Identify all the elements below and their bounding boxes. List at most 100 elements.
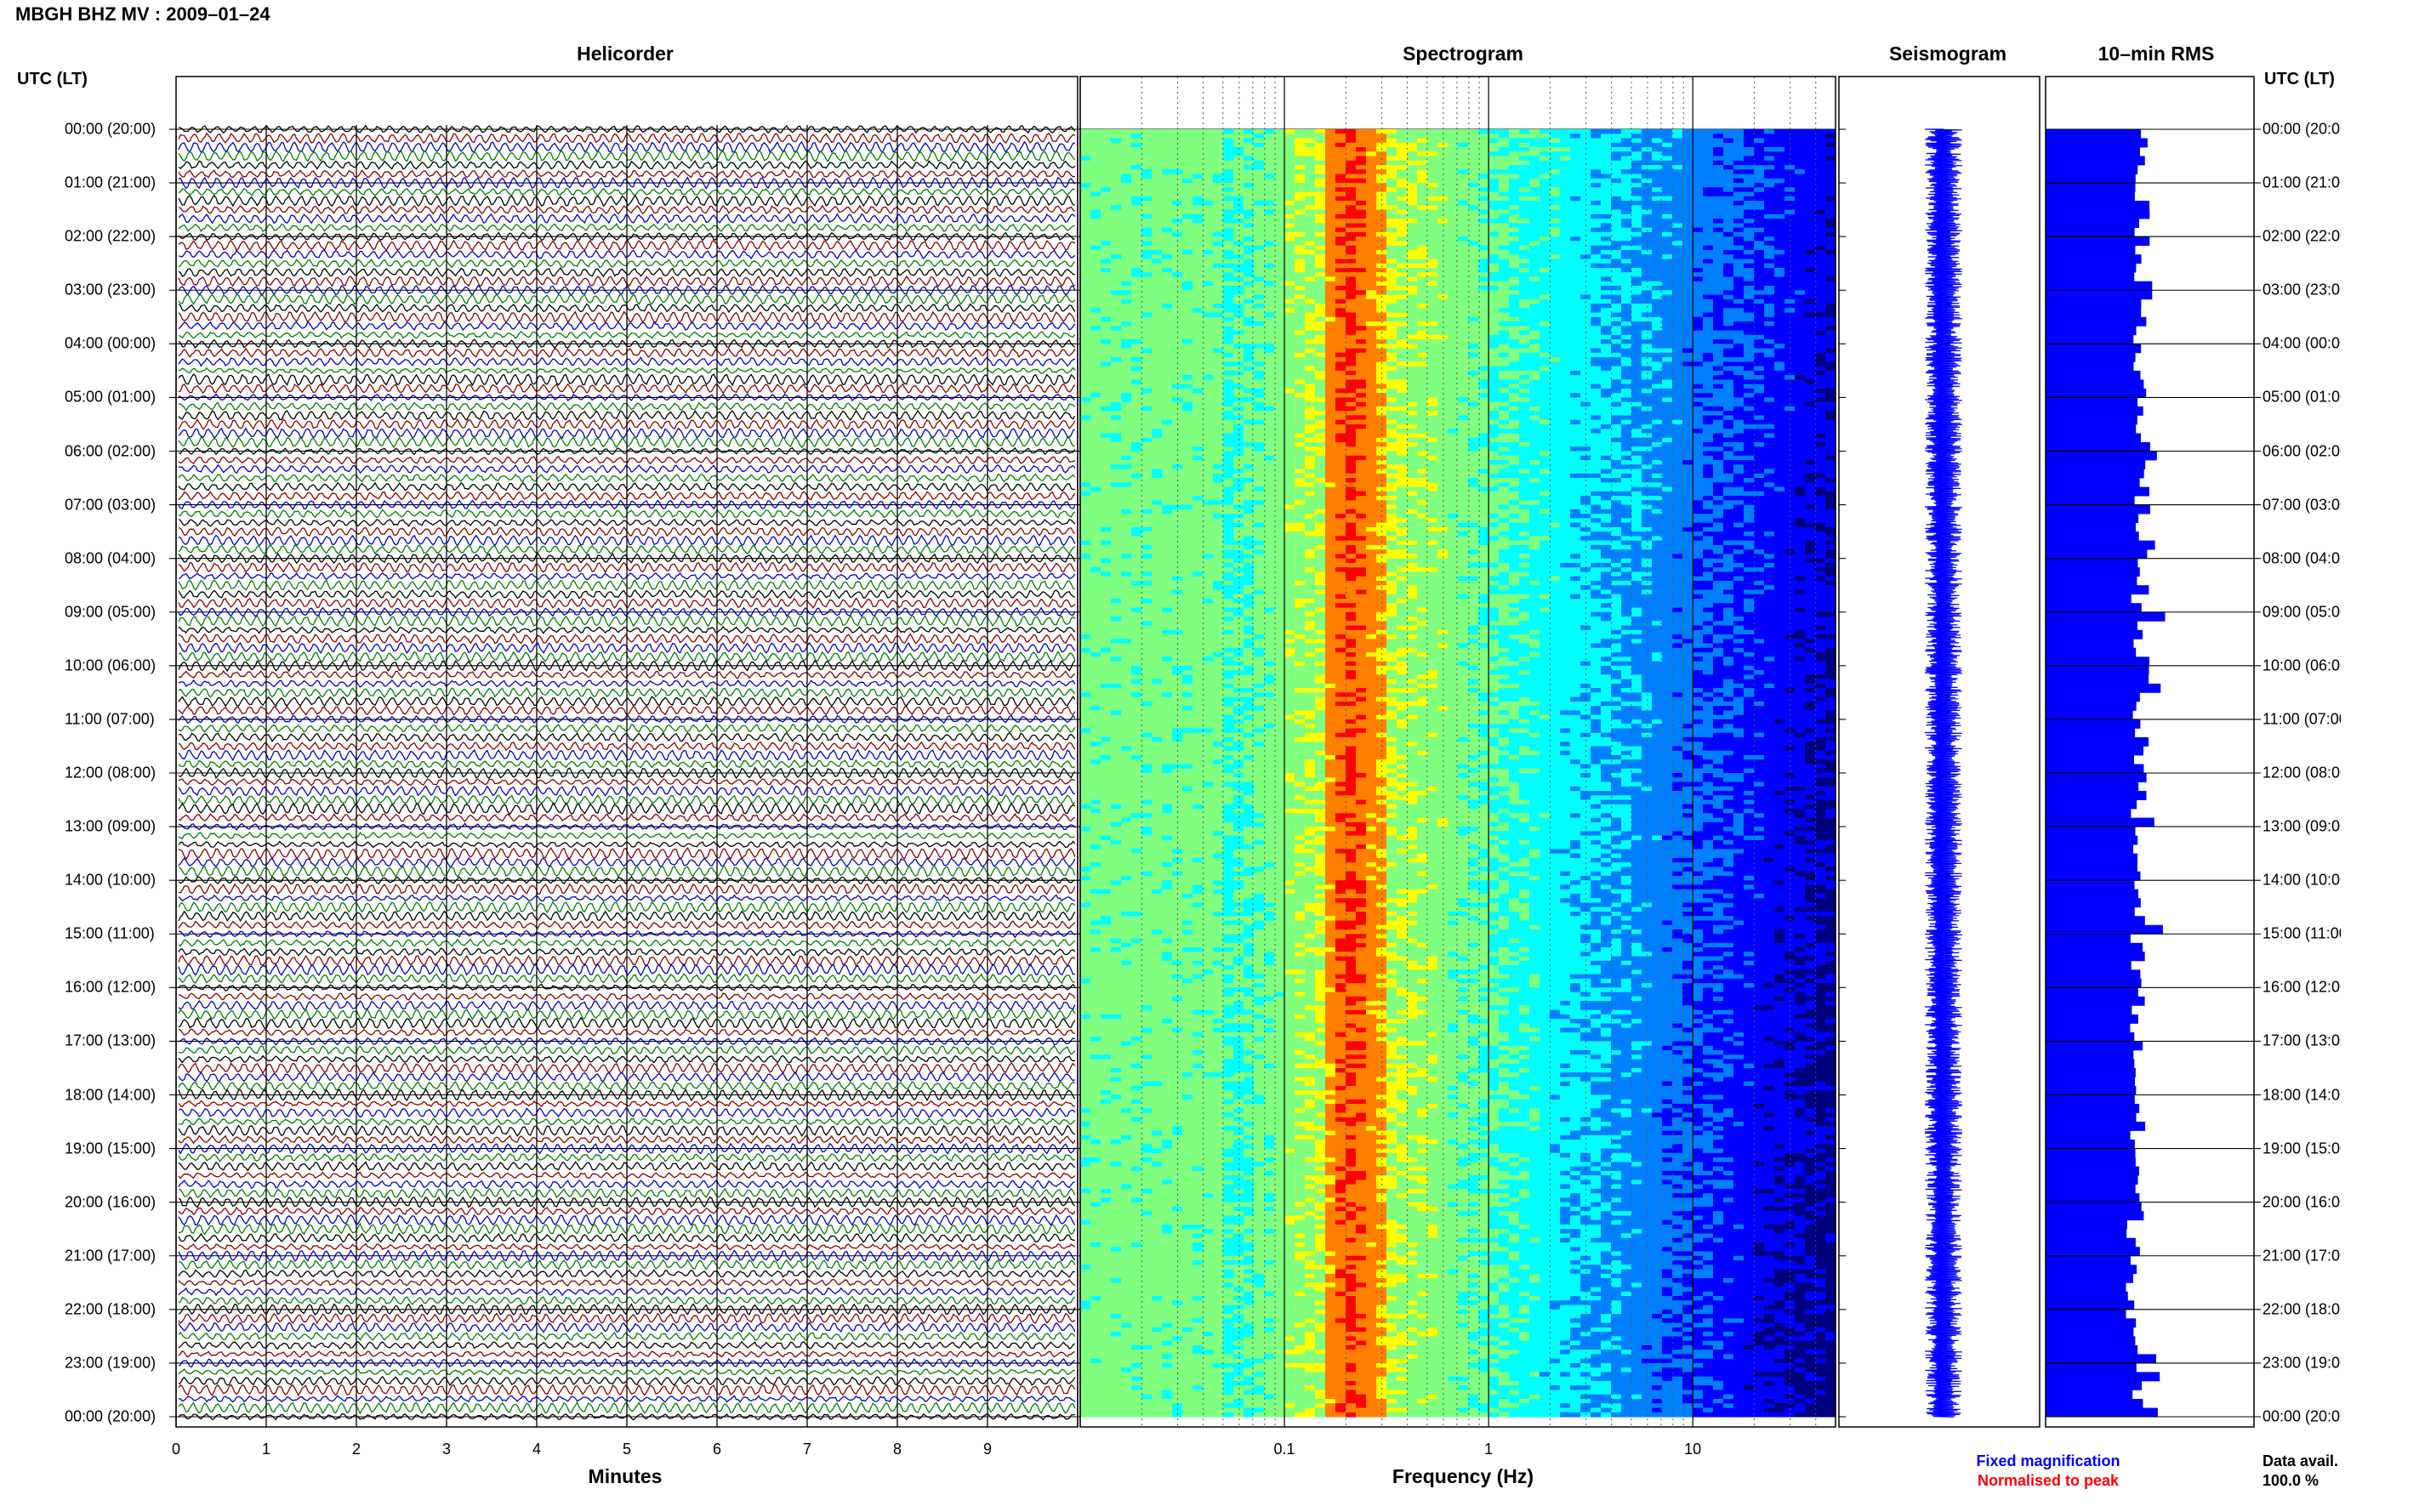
- spectrogram-cell: [1295, 411, 1306, 416]
- spectrogram-cell: [1427, 263, 1438, 269]
- spectrogram-cell: [1203, 134, 1214, 139]
- spectrogram-cell: [1805, 348, 1816, 354]
- spectrogram-cell: [1448, 134, 1459, 139]
- spectrogram-cell: [1305, 276, 1316, 282]
- spectrogram-cell: [1346, 134, 1357, 139]
- spectrogram-cell: [1570, 415, 1581, 421]
- spectrogram-cell: [1264, 304, 1275, 309]
- spectrogram-cell: [1121, 268, 1132, 273]
- spectrogram-cell: [1509, 227, 1520, 233]
- spectrogram-cell: [1101, 183, 1112, 188]
- spectrogram-cell: [1203, 223, 1214, 229]
- spectrogram-cell: [1141, 411, 1153, 416]
- spectrogram-cell: [1774, 165, 1785, 170]
- spectrogram-cell: [1141, 138, 1153, 144]
- spectrogram-cell: [1662, 236, 1673, 242]
- spectrogram-cell: [1478, 160, 1489, 166]
- spectrogram-cell: [1744, 379, 1755, 385]
- spectrogram-cell: [1631, 134, 1642, 139]
- spectrogram-cell: [1203, 151, 1214, 157]
- spectrogram-cell: [1570, 231, 1581, 237]
- spectrogram-cell: [1672, 330, 1683, 336]
- spectrogram-cell: [1111, 201, 1122, 206]
- spectrogram-cell: [1233, 375, 1244, 380]
- spectrogram-cell: [1682, 196, 1693, 202]
- spectrogram-cell: [1744, 129, 1755, 134]
- spectrogram-cell: [1366, 397, 1377, 403]
- spectrogram-cell: [1652, 375, 1663, 380]
- spectrogram-cell: [1315, 321, 1326, 327]
- spectrogram-cell: [1825, 209, 1836, 215]
- spectrogram-cell: [1652, 330, 1663, 336]
- spectrogram-cell: [1723, 344, 1734, 350]
- spectrogram-cell: [1407, 249, 1418, 255]
- spectrogram-cell: [1427, 227, 1438, 233]
- spectrogram-cell: [1152, 196, 1163, 202]
- spectrogram-cell: [1825, 321, 1836, 327]
- spectrogram-cell: [1295, 183, 1306, 188]
- spectrogram-cell: [1213, 406, 1224, 412]
- spectrogram-cell: [1611, 236, 1622, 242]
- spectrogram-cell: [1672, 388, 1683, 394]
- spectrogram-cell: [1366, 129, 1377, 134]
- spectrogram-cell: [1509, 245, 1520, 251]
- spectrogram-cell: [1295, 308, 1306, 314]
- spectrogram-cell: [1346, 165, 1357, 170]
- spectrogram-cell: [1448, 316, 1459, 322]
- spectrogram-cell: [1682, 294, 1693, 300]
- spectrogram-cell: [1162, 361, 1173, 367]
- spectrogram-cell: [1295, 406, 1306, 412]
- spectrogram-cell: [1774, 344, 1785, 350]
- spectrogram-cell: [1101, 298, 1112, 304]
- spectrogram-cell: [1784, 160, 1796, 166]
- spectrogram-cell: [1162, 213, 1173, 219]
- spectrogram-cell: [1111, 138, 1122, 144]
- spectrogram-cell: [1203, 286, 1214, 291]
- spectrogram-cell: [1733, 370, 1745, 376]
- spectrogram-cell: [1366, 191, 1377, 197]
- spectrogram-cell: [1274, 227, 1285, 233]
- spectrogram-cell: [1315, 406, 1326, 412]
- spectrogram-cell: [1754, 316, 1765, 322]
- spectrogram-cell: [1141, 401, 1153, 407]
- spectrogram-cell: [1815, 191, 1826, 197]
- spectrogram-cell: [1570, 379, 1581, 385]
- spectrogram-cell: [1519, 361, 1530, 367]
- spectrogram-cell: [1550, 321, 1561, 327]
- spectrogram-cell: [1366, 219, 1377, 224]
- spectrogram-cell: [1458, 209, 1469, 215]
- spectrogram-cell: [1244, 384, 1255, 389]
- spectrogram-cell: [1386, 276, 1397, 282]
- spectrogram-cell: [1397, 348, 1408, 354]
- spectrogram-cell: [1335, 205, 1346, 211]
- spectrogram-cell: [1356, 411, 1367, 416]
- spectrogram-cell: [1754, 245, 1765, 251]
- spectrogram-cell: [1774, 388, 1785, 394]
- spectrogram-cell: [1754, 308, 1765, 314]
- spectrogram-cell: [1601, 219, 1612, 224]
- spectrogram-cell: [1386, 165, 1397, 170]
- spectrogram-cell: [1386, 138, 1397, 144]
- spectrogram-cell: [1723, 138, 1734, 144]
- spectrogram-cell: [1274, 339, 1285, 344]
- spectrogram-cell: [1427, 290, 1438, 296]
- spectrogram-cell: [1254, 330, 1265, 336]
- spectrogram-cell: [1540, 183, 1551, 188]
- spectrogram-cell: [1764, 384, 1775, 389]
- spectrogram-cell: [1141, 326, 1153, 332]
- spectrogram-cell: [1448, 129, 1459, 134]
- spectrogram-cell: [1499, 370, 1510, 376]
- spectrogram-cell: [1693, 334, 1704, 340]
- spectrogram-cell: [1407, 254, 1418, 259]
- spectrogram-cell: [1417, 339, 1428, 344]
- spectrogram-cell: [1754, 321, 1765, 327]
- spectrogram-cell: [1754, 129, 1765, 134]
- spectrogram-cell: [1305, 129, 1316, 134]
- spectrogram-cell: [1825, 196, 1836, 202]
- spectrogram-cell: [1417, 348, 1428, 354]
- spectrogram-cell: [1213, 298, 1224, 304]
- spectrogram-cell: [1774, 308, 1785, 314]
- spectrogram-cell: [1101, 326, 1112, 332]
- spectrogram-cell: [1591, 196, 1602, 202]
- spectrogram-cell: [1488, 357, 1500, 362]
